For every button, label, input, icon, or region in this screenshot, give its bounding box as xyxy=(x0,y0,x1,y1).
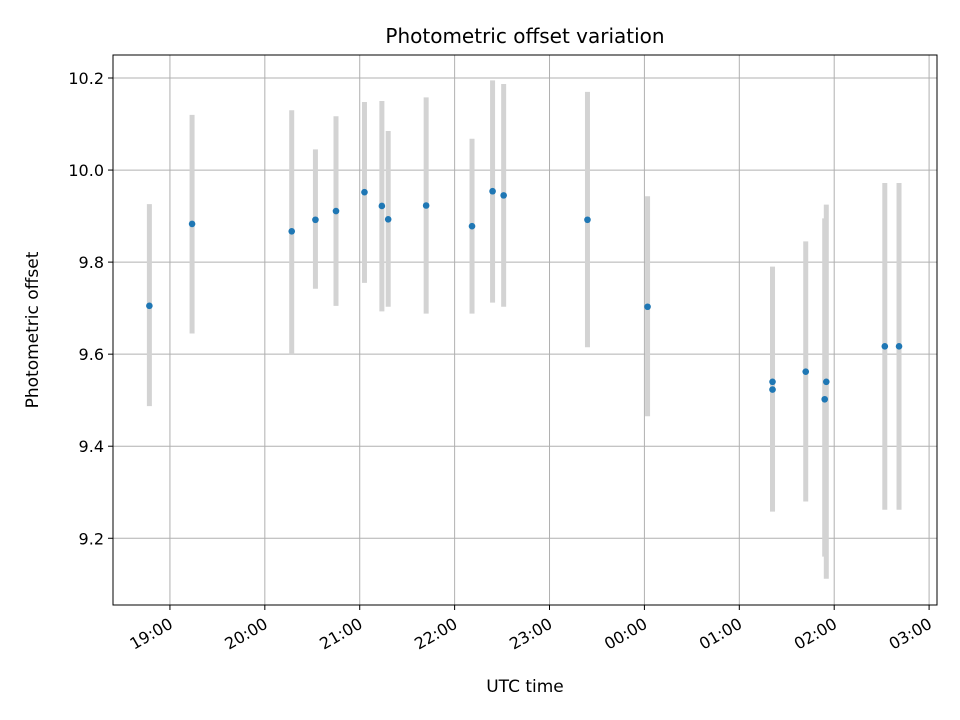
grid xyxy=(113,55,937,605)
y-tick-label: 9.4 xyxy=(79,437,104,456)
data-point xyxy=(822,378,830,386)
data-point xyxy=(361,188,368,196)
data-point xyxy=(769,378,776,386)
data-point xyxy=(584,216,591,224)
data-point xyxy=(802,368,810,375)
plot-frame xyxy=(112,54,938,606)
data-point xyxy=(146,302,153,310)
data-point xyxy=(769,386,776,393)
y-axis-ticks: 9.2 9.4 9.6 9.8 10.0 10.2 xyxy=(68,69,113,548)
y-tick-label: 10.2 xyxy=(68,69,104,88)
data-point xyxy=(821,395,829,403)
data-point xyxy=(188,220,196,228)
y-tick-label: 9.6 xyxy=(79,345,104,364)
data-point xyxy=(500,192,507,199)
data-point xyxy=(644,303,651,311)
data-point xyxy=(332,207,340,215)
y-tick-label: 9.8 xyxy=(79,253,104,272)
data-point xyxy=(895,343,903,350)
data-points xyxy=(146,187,903,403)
data-point xyxy=(468,222,476,230)
x-axis-label: UTC time xyxy=(486,677,564,697)
data-point xyxy=(384,216,392,223)
data-point xyxy=(489,187,496,195)
y-tick-label: 9.2 xyxy=(79,529,104,548)
data-point xyxy=(312,216,319,224)
data-point xyxy=(288,227,296,235)
data-point xyxy=(378,202,386,210)
y-tick-label: 10.0 xyxy=(68,161,104,180)
data-point xyxy=(422,202,430,209)
y-axis-label: Photometric offset xyxy=(23,251,43,408)
chart-title: Photometric offset variation xyxy=(385,24,664,48)
data-point xyxy=(881,343,889,350)
